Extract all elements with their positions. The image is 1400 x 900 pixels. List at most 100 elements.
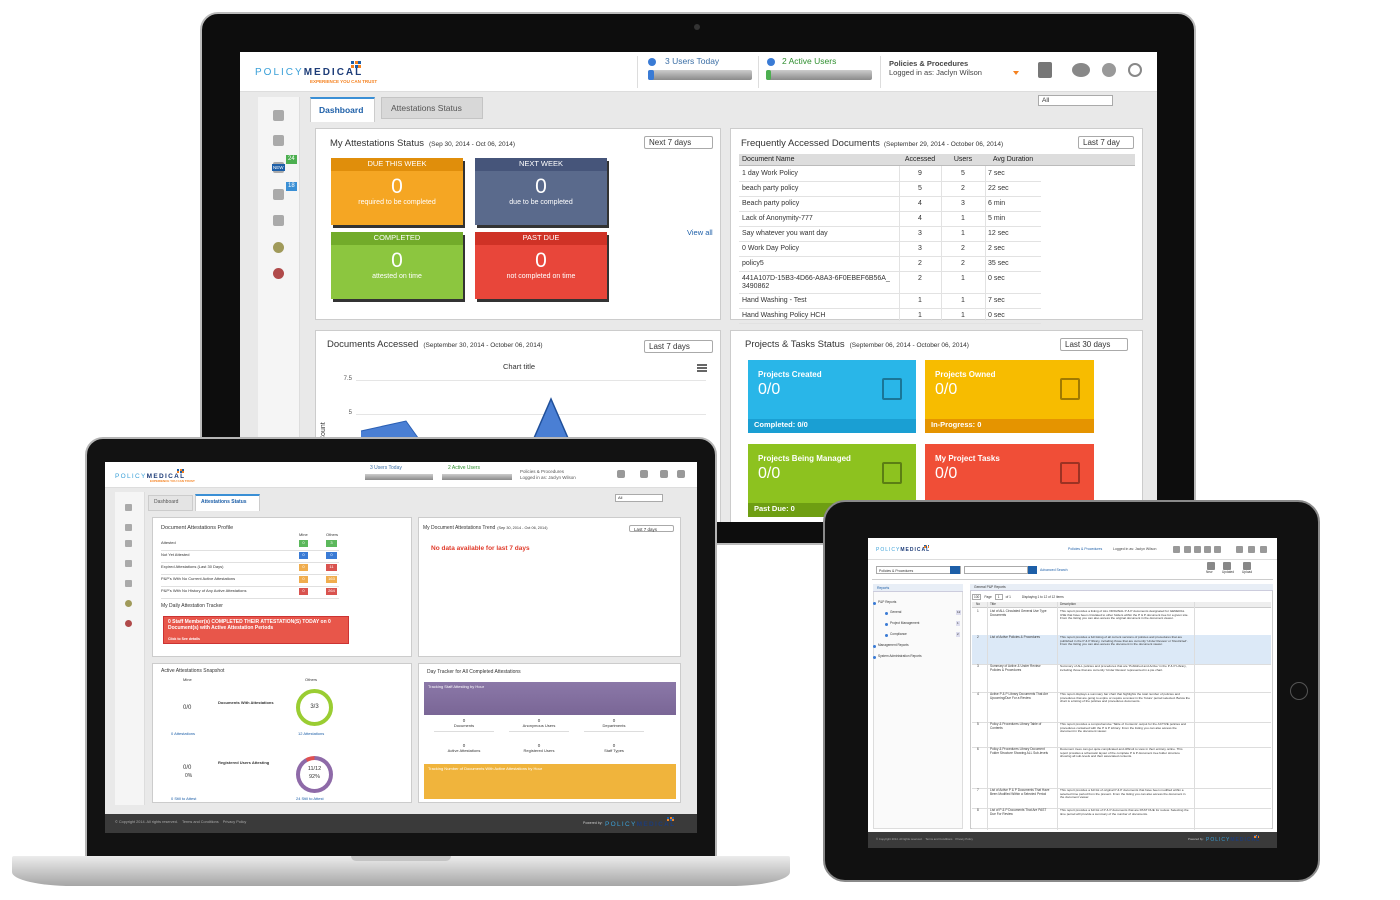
nav-item[interactable]: System Administration Reports	[878, 654, 922, 658]
bar-label: Tracking Number of Documents With Active…	[428, 766, 543, 771]
link[interactable]: Advanced Search	[1040, 568, 1068, 572]
table-cell: Beach party policy	[742, 200, 800, 207]
filter-select[interactable]: All	[1038, 95, 1113, 106]
tile-header	[475, 158, 607, 171]
period-select[interactable]: Last 7 day	[1078, 136, 1134, 149]
filter-select[interactable]: All	[615, 494, 663, 502]
icon[interactable]	[1260, 546, 1267, 553]
icon[interactable]	[1223, 562, 1231, 570]
menu-icon[interactable]	[697, 364, 707, 366]
tracker-bar: Tracking Number of Documents With Active…	[424, 764, 676, 799]
dropdown-caret[interactable]	[1013, 71, 1019, 75]
report-title-cell[interactable]: Summary of Active & Under Review Policie…	[990, 664, 1041, 672]
menu-icon[interactable]	[697, 367, 707, 369]
tab-label[interactable]: Dashboard	[154, 499, 179, 505]
tab[interactable]: Attestations Status	[195, 494, 260, 511]
nav-badge: 1	[956, 621, 960, 627]
tab[interactable]: Dashboard	[310, 97, 375, 122]
table-cell: 1	[918, 297, 922, 304]
button-label[interactable]: Upload	[1242, 570, 1253, 574]
logo: POLICY MEDICAL	[115, 472, 193, 480]
tile-value: 0/0	[758, 465, 781, 482]
link[interactable]: View all	[687, 228, 713, 237]
menu-icon[interactable]	[697, 370, 707, 372]
link[interactable]: Click to See details	[168, 637, 200, 641]
select-value: All	[1042, 97, 1050, 104]
report-title-cell[interactable]: List of Active P & P Documents That Have…	[990, 788, 1050, 796]
table-header	[739, 154, 1135, 166]
tab-label[interactable]: Dashboard	[319, 105, 364, 115]
icon	[617, 470, 625, 478]
search-button[interactable]	[1028, 566, 1037, 574]
icon	[885, 611, 888, 615]
logo: POLICY MEDICAL	[605, 820, 683, 828]
nav-item[interactable]: Management Reports	[878, 643, 909, 647]
column-header: Title	[990, 602, 996, 606]
icon[interactable]	[1072, 63, 1090, 77]
report-title-cell[interactable]: List of Active Policies & Procedures	[990, 635, 1040, 639]
icon[interactable]	[1243, 562, 1251, 570]
status-tile[interactable]: NEXT WEEK 0 due to be completed	[475, 158, 607, 225]
period-select[interactable]: Next 7 days	[644, 136, 713, 149]
period-select[interactable]: Last 7 days	[629, 525, 674, 533]
copyright: © Copyright 2014. All rights reserved.	[876, 837, 923, 841]
icon[interactable]	[1207, 562, 1215, 570]
row-divider	[161, 562, 339, 563]
progress-fill	[766, 70, 771, 80]
tab-label[interactable]: Attestations Status	[201, 499, 247, 505]
icon[interactable]	[1038, 62, 1052, 78]
group-label: Registered Users Attesting	[218, 760, 270, 765]
button-label[interactable]: Updated	[1222, 570, 1235, 574]
button-label[interactable]: New	[1206, 570, 1213, 574]
icon[interactable]	[1214, 546, 1221, 553]
row-divider	[972, 747, 1271, 748]
status-tile[interactable]: COMPLETED 0 attested on time	[331, 232, 463, 299]
report-title-cell[interactable]: Policy & Procedures Library Document Fol…	[990, 747, 1048, 755]
icon[interactable]	[1194, 546, 1201, 553]
subtitle: My Daily Attestation Tracker	[161, 603, 223, 609]
link: Terms and Conditions	[181, 820, 219, 824]
report-title-cell[interactable]: Policy & Procedures Library Table of Con…	[990, 722, 1042, 730]
project-tile[interactable]: Projects Created 0/0 Completed: 0/0	[748, 360, 916, 433]
report-title-cell[interactable]: Active P & P Library Documents That Are …	[990, 692, 1049, 700]
tile-header	[331, 232, 463, 245]
select-value: Next 7 days	[649, 138, 692, 148]
project-tile[interactable]: Projects Owned 0/0 In-Progress: 0	[925, 360, 1094, 433]
title: Active Attestations Snapshot	[161, 668, 225, 674]
tab[interactable]: Dashboard	[148, 495, 193, 511]
page-number: 1	[994, 593, 1003, 600]
ratio: 0/0	[183, 765, 192, 771]
row-number: 4	[977, 692, 979, 696]
icon[interactable]	[1173, 546, 1180, 553]
table-cell: 7 sec	[988, 170, 1005, 177]
icon[interactable]	[1184, 546, 1191, 553]
icon[interactable]	[1204, 546, 1211, 553]
icon[interactable]	[1236, 546, 1243, 553]
column-header: Others	[326, 532, 339, 537]
icon	[873, 655, 876, 659]
search-input[interactable]	[964, 566, 1028, 574]
report-title-cell[interactable]: List of P & P Documents That Are PAST Du…	[990, 808, 1047, 816]
period-select[interactable]: Last 7 days	[644, 340, 713, 353]
progress-bar	[766, 70, 872, 80]
tab[interactable]: Attestations Status	[381, 97, 483, 119]
icon	[273, 135, 284, 146]
status-tile[interactable]: PAST DUE 0 not completed on time	[475, 232, 607, 299]
period-select[interactable]: Last 30 days	[1060, 338, 1128, 351]
nav-item[interactable]: P&P Reports	[878, 600, 897, 604]
report-description: This report provides a full list of P & …	[1060, 809, 1189, 816]
search-select[interactable]: Policies & Procedures	[876, 566, 961, 574]
table-cell: Say whatever you want day	[742, 230, 828, 237]
nav-item[interactable]: General	[890, 610, 902, 614]
icon[interactable]	[1248, 546, 1255, 553]
dropdown-button[interactable]	[950, 566, 960, 574]
header	[868, 538, 1277, 560]
report-title-cell[interactable]: List of ALL Circulated General Use Type …	[990, 609, 1047, 617]
tab-label[interactable]: Attestations Status	[391, 103, 462, 113]
stat-label: Anonymous Users	[522, 723, 556, 728]
status-tile[interactable]: DUE THIS WEEK 0 required to be completed	[331, 158, 463, 225]
nav-item[interactable]: Project Management	[890, 621, 920, 625]
logo-mark	[354, 64, 358, 68]
tracker-box[interactable]: 0 Staff Member(s) COMPLETED THEIR ATTEST…	[163, 616, 349, 644]
nav-item[interactable]: Compliance	[890, 632, 907, 636]
